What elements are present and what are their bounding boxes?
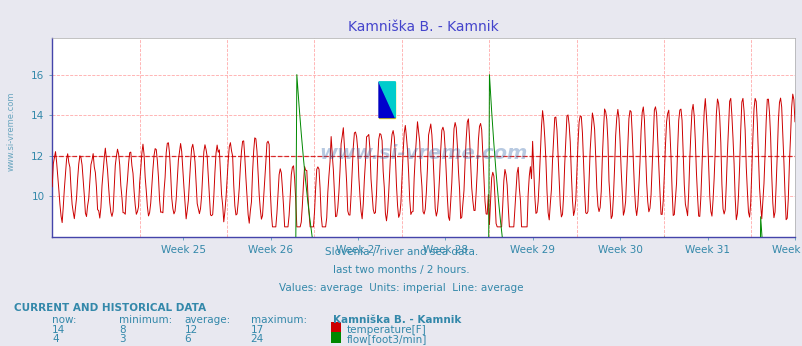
Text: now:: now: [52,315,77,325]
Text: 6: 6 [184,334,191,344]
Text: 3: 3 [119,334,125,344]
Polygon shape [379,82,395,118]
Text: temperature[F]: temperature[F] [346,325,426,335]
Text: 8: 8 [119,325,125,335]
Title: Kamniška B. - Kamnik: Kamniška B. - Kamnik [348,20,498,34]
Text: 24: 24 [250,334,264,344]
Polygon shape [379,82,395,118]
Bar [379,82,395,118]
Text: 12: 12 [184,325,198,335]
Text: average:: average: [184,315,231,325]
Text: Kamniška B. - Kamnik: Kamniška B. - Kamnik [333,315,461,325]
Text: flow[foot3/min]: flow[foot3/min] [346,334,427,344]
Text: maximum:: maximum: [250,315,306,325]
Text: Values: average  Units: imperial  Line: average: Values: average Units: imperial Line: av… [279,283,523,293]
Text: minimum:: minimum: [119,315,172,325]
Text: CURRENT AND HISTORICAL DATA: CURRENT AND HISTORICAL DATA [14,303,206,313]
Text: www.si-vreme.com: www.si-vreme.com [319,144,527,163]
Text: www.si-vreme.com: www.si-vreme.com [6,92,15,171]
Text: 14: 14 [52,325,66,335]
Text: 4: 4 [52,334,59,344]
Text: 17: 17 [250,325,264,335]
Text: last two months / 2 hours.: last two months / 2 hours. [333,265,469,275]
Text: Slovenia / river and sea data.: Slovenia / river and sea data. [325,247,477,257]
